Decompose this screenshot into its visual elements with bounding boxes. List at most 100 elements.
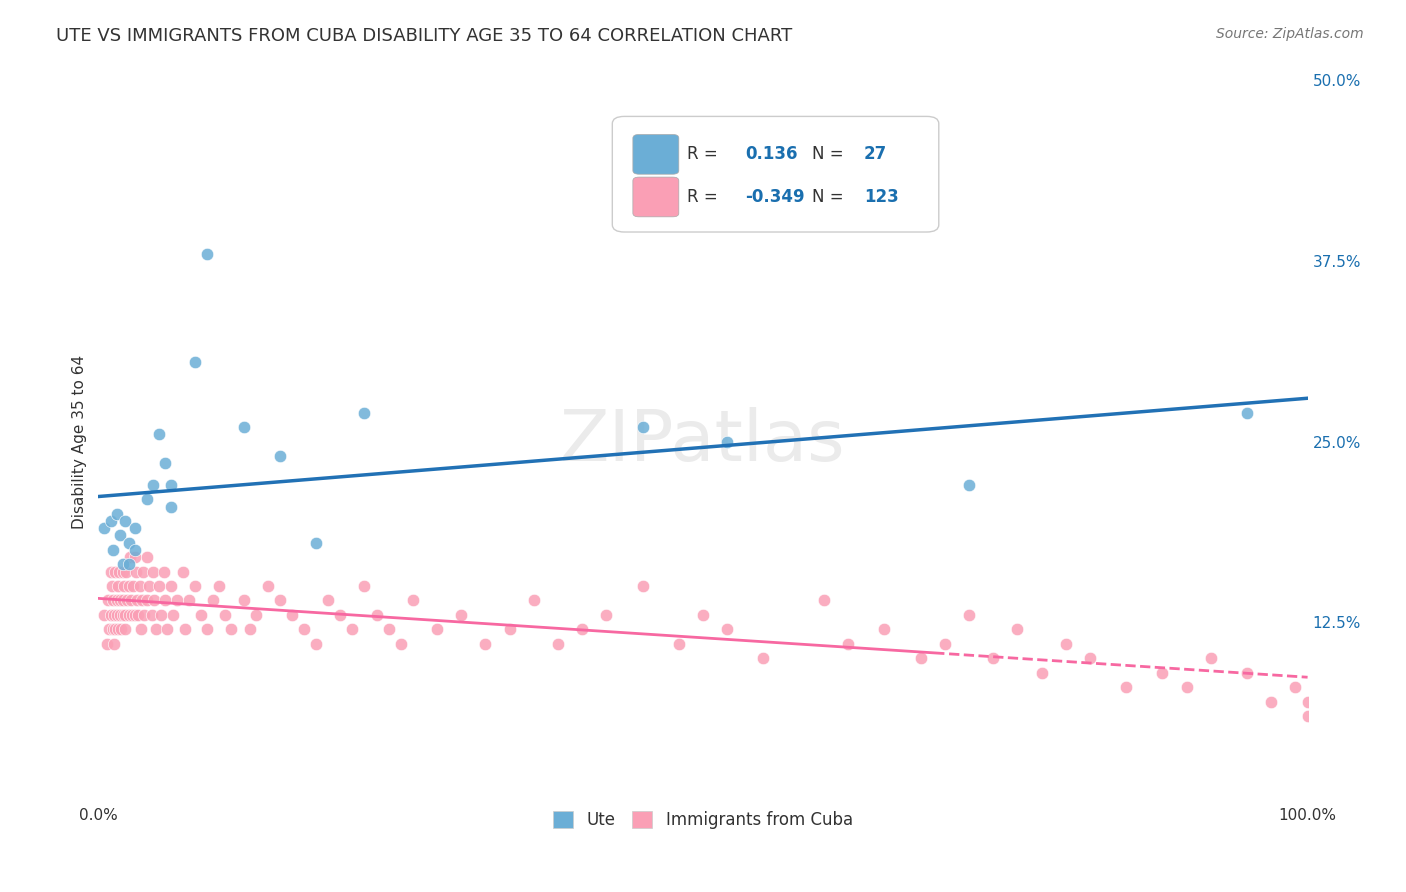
Point: [239, 623, 262, 637]
Point: [128, 579, 150, 593]
Point: [281, 607, 304, 622]
Point: [112, 579, 135, 593]
Point: [305, 637, 328, 651]
Point: [160, 500, 183, 514]
Point: [111, 558, 134, 572]
Point: [124, 542, 146, 557]
Point: [118, 550, 141, 565]
Point: [202, 593, 225, 607]
Point: [692, 607, 714, 622]
Text: N =: N =: [811, 145, 844, 163]
Point: [152, 565, 174, 579]
Point: [108, 607, 131, 622]
Point: [153, 456, 176, 470]
Point: [100, 514, 122, 528]
Legend: Ute, Immigrants from Cuba: Ute, Immigrants from Cuba: [546, 803, 860, 838]
Point: [100, 565, 122, 579]
Point: [1054, 637, 1077, 651]
Point: [934, 637, 956, 651]
Text: ZIPatlas: ZIPatlas: [560, 407, 846, 476]
Point: [208, 579, 231, 593]
Point: [142, 565, 165, 579]
Point: [125, 565, 148, 579]
Point: [1260, 695, 1282, 709]
Point: [174, 623, 197, 637]
Point: [716, 623, 738, 637]
Point: [184, 579, 207, 593]
Point: [910, 651, 932, 665]
Point: [1236, 406, 1258, 420]
Point: [190, 607, 212, 622]
Point: [256, 579, 278, 593]
Point: [138, 579, 160, 593]
Point: [93, 607, 115, 622]
Point: [105, 607, 128, 622]
Point: [329, 607, 352, 622]
Text: UTE VS IMMIGRANTS FROM CUBA DISABILITY AGE 35 TO 64 CORRELATION CHART: UTE VS IMMIGRANTS FROM CUBA DISABILITY A…: [56, 27, 793, 45]
Point: [873, 623, 896, 637]
Point: [153, 593, 176, 607]
Point: [166, 593, 188, 607]
Point: [1115, 680, 1137, 694]
Point: [957, 478, 980, 492]
Point: [127, 593, 149, 607]
Point: [134, 607, 156, 622]
Point: [124, 550, 146, 565]
Point: [105, 593, 128, 607]
Point: [1296, 695, 1319, 709]
Point: [292, 623, 315, 637]
Point: [316, 593, 339, 607]
Point: [631, 420, 654, 434]
Point: [142, 478, 165, 492]
Point: [114, 514, 136, 528]
Point: [148, 427, 170, 442]
Point: [837, 637, 859, 651]
Point: [104, 623, 127, 637]
Point: [716, 434, 738, 449]
Point: [101, 593, 124, 607]
Point: [1007, 623, 1029, 637]
Point: [450, 607, 472, 622]
Point: [100, 579, 122, 593]
Point: [135, 550, 157, 565]
Point: [523, 593, 546, 607]
Point: [100, 607, 122, 622]
Point: [752, 651, 775, 665]
Point: [269, 593, 291, 607]
Point: [148, 579, 170, 593]
Point: [120, 593, 142, 607]
Point: [221, 623, 243, 637]
Text: R =: R =: [688, 145, 718, 163]
Y-axis label: Disability Age 35 to 64: Disability Age 35 to 64: [72, 354, 87, 529]
Text: 27: 27: [863, 145, 887, 163]
Point: [981, 651, 1004, 665]
Point: [245, 607, 267, 622]
Text: R =: R =: [688, 188, 718, 206]
Point: [1236, 665, 1258, 680]
Point: [232, 420, 254, 434]
Point: [353, 406, 375, 420]
Point: [118, 558, 141, 572]
Point: [103, 607, 125, 622]
Point: [122, 579, 145, 593]
Text: N =: N =: [811, 188, 844, 206]
Point: [179, 593, 201, 607]
Point: [813, 593, 835, 607]
Point: [1296, 709, 1319, 723]
Point: [107, 623, 129, 637]
Point: [571, 623, 593, 637]
Point: [214, 607, 236, 622]
Point: [195, 246, 218, 260]
Point: [124, 607, 146, 622]
Point: [103, 637, 125, 651]
Point: [145, 623, 167, 637]
Point: [305, 535, 328, 549]
FancyBboxPatch shape: [633, 178, 679, 217]
Point: [135, 492, 157, 507]
Point: [498, 623, 520, 637]
Point: [184, 355, 207, 369]
Point: [1031, 665, 1053, 680]
Point: [108, 528, 131, 542]
FancyBboxPatch shape: [633, 135, 679, 174]
Point: [107, 579, 129, 593]
